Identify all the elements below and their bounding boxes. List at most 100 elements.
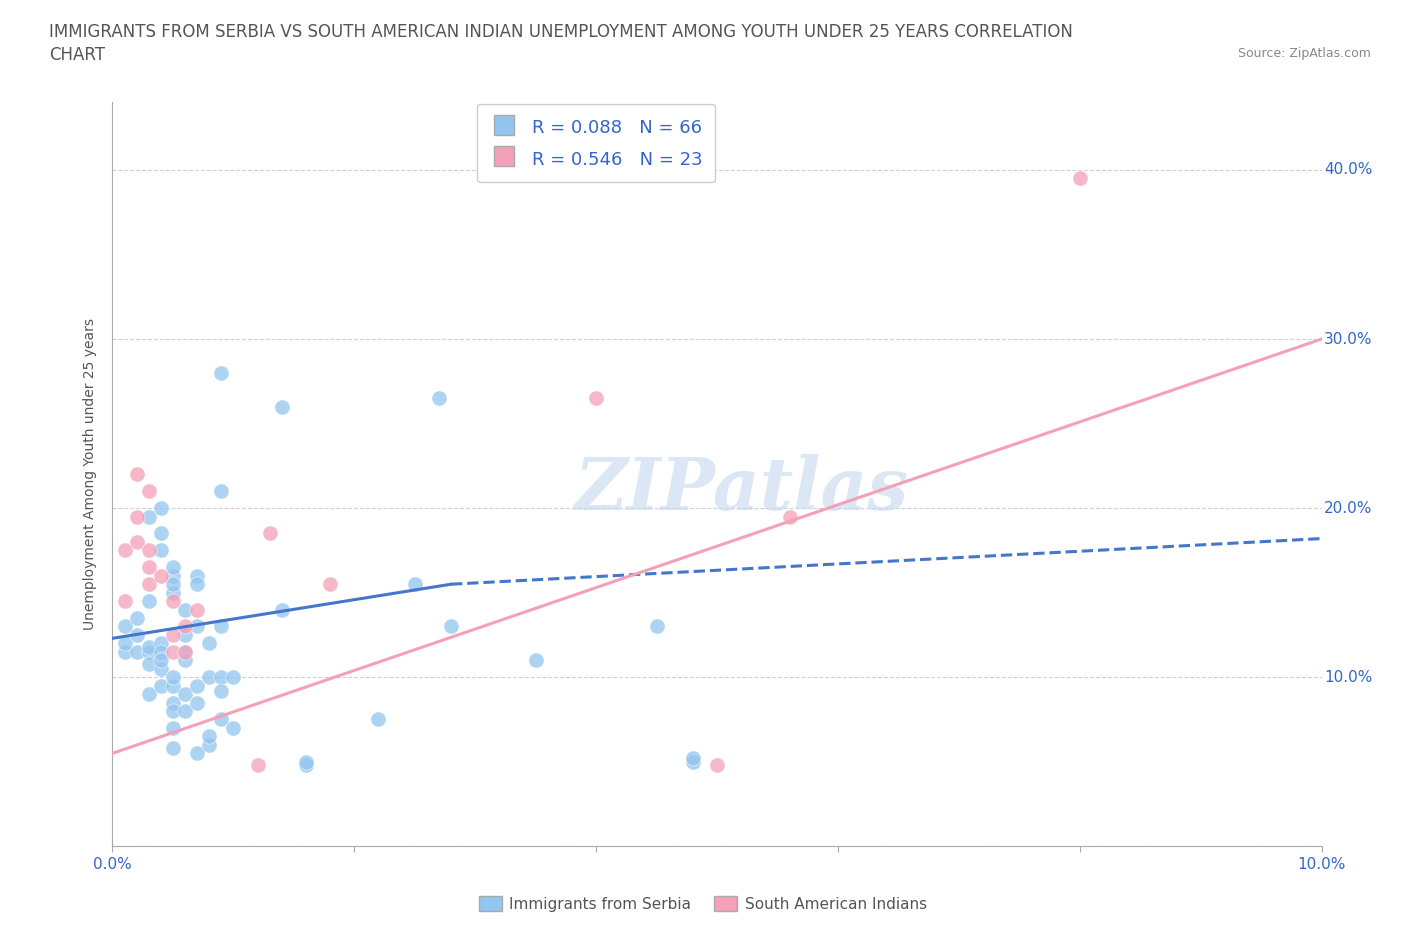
Point: [186, 695, 208, 710]
Text: 40.0%: 40.0%: [1324, 163, 1372, 178]
Point: [209, 670, 232, 684]
Y-axis label: Unemployment Among Youth under 25 years: Unemployment Among Youth under 25 years: [83, 318, 97, 631]
Point: [209, 365, 232, 380]
Point: [295, 758, 318, 773]
Point: [222, 721, 245, 736]
Point: [682, 751, 704, 765]
Point: [125, 467, 148, 482]
Point: [198, 670, 221, 684]
Point: [162, 670, 184, 684]
Point: [174, 602, 197, 617]
Point: [174, 653, 197, 668]
Point: [149, 661, 172, 676]
Point: [645, 619, 668, 634]
Text: 30.0%: 30.0%: [1324, 331, 1372, 347]
Point: [246, 758, 269, 773]
Point: [138, 639, 160, 654]
Point: [209, 684, 232, 698]
Point: [585, 391, 607, 405]
Point: [174, 644, 197, 659]
Point: [174, 644, 197, 659]
Point: [259, 526, 281, 541]
Point: [162, 560, 184, 575]
Point: [162, 741, 184, 756]
Point: [440, 619, 463, 634]
Legend: Immigrants from Serbia, South American Indians: Immigrants from Serbia, South American I…: [472, 889, 934, 918]
Point: [186, 746, 208, 761]
Point: [138, 686, 160, 701]
Point: [174, 704, 197, 719]
Point: [779, 509, 801, 524]
Point: [198, 636, 221, 651]
Point: [186, 678, 208, 693]
Point: [198, 737, 221, 752]
Point: [427, 391, 450, 405]
Point: [125, 644, 148, 659]
Point: [125, 535, 148, 550]
Point: [682, 754, 704, 769]
Point: [209, 484, 232, 498]
Point: [162, 695, 184, 710]
Point: [404, 577, 426, 591]
Point: [149, 568, 172, 583]
Point: [524, 653, 547, 668]
Point: [114, 543, 136, 558]
Text: 10.0%: 10.0%: [1324, 670, 1372, 684]
Point: [222, 670, 245, 684]
Point: [138, 543, 160, 558]
Point: [186, 619, 208, 634]
Point: [125, 611, 148, 626]
Point: [138, 560, 160, 575]
Point: [125, 628, 148, 643]
Point: [295, 754, 318, 769]
Point: [706, 758, 728, 773]
Point: [162, 704, 184, 719]
Point: [149, 653, 172, 668]
Point: [209, 619, 232, 634]
Point: [114, 593, 136, 608]
Point: [149, 526, 172, 541]
Point: [186, 602, 208, 617]
Point: [149, 644, 172, 659]
Text: 20.0%: 20.0%: [1324, 500, 1372, 515]
Point: [174, 619, 197, 634]
Point: [270, 399, 292, 414]
Point: [138, 577, 160, 591]
Point: [174, 628, 197, 643]
Point: [1069, 171, 1091, 186]
Point: [162, 568, 184, 583]
Point: [198, 729, 221, 744]
Point: [162, 593, 184, 608]
Text: ZIPatlas: ZIPatlas: [574, 454, 908, 525]
Point: [270, 602, 292, 617]
Point: [162, 721, 184, 736]
Point: [367, 712, 389, 727]
Point: [149, 636, 172, 651]
Point: [114, 619, 136, 634]
Point: [149, 543, 172, 558]
Point: [138, 644, 160, 659]
Point: [162, 628, 184, 643]
Point: [114, 644, 136, 659]
Point: [149, 500, 172, 515]
Point: [149, 678, 172, 693]
Text: CHART: CHART: [49, 46, 105, 64]
Text: IMMIGRANTS FROM SERBIA VS SOUTH AMERICAN INDIAN UNEMPLOYMENT AMONG YOUTH UNDER 2: IMMIGRANTS FROM SERBIA VS SOUTH AMERICAN…: [49, 23, 1073, 41]
Point: [162, 577, 184, 591]
Point: [174, 686, 197, 701]
Point: [162, 585, 184, 600]
Point: [138, 484, 160, 498]
Point: [209, 712, 232, 727]
Legend: R = 0.088   N = 66, R = 0.546   N = 23: R = 0.088 N = 66, R = 0.546 N = 23: [478, 104, 714, 182]
Text: Source: ZipAtlas.com: Source: ZipAtlas.com: [1237, 46, 1371, 60]
Point: [162, 644, 184, 659]
Point: [186, 577, 208, 591]
Point: [186, 568, 208, 583]
Point: [319, 577, 342, 591]
Point: [138, 509, 160, 524]
Point: [138, 657, 160, 671]
Point: [114, 636, 136, 651]
Point: [162, 678, 184, 693]
Point: [125, 509, 148, 524]
Point: [138, 593, 160, 608]
